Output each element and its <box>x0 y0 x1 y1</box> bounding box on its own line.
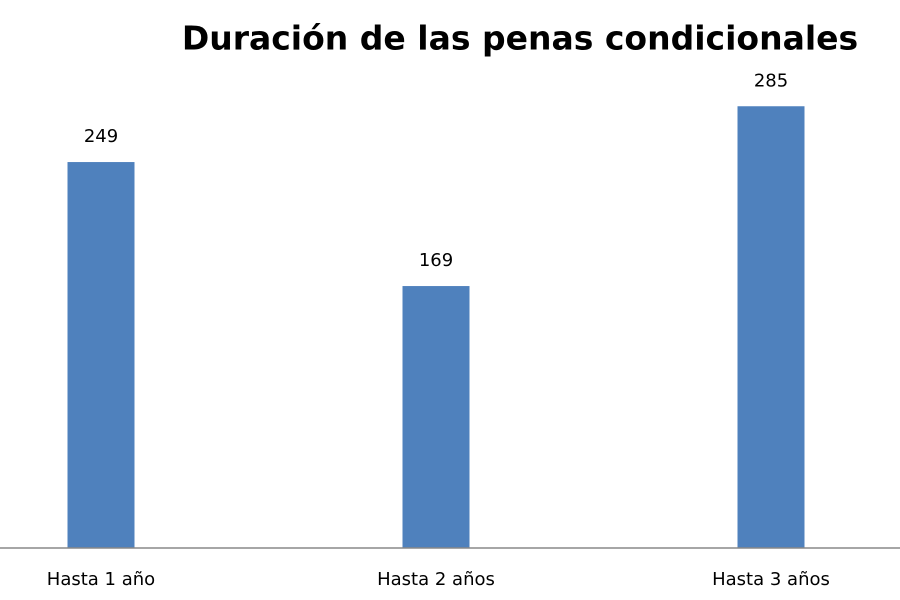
value-label: 285 <box>754 70 788 91</box>
bar <box>402 286 470 548</box>
x-tick-label: Hasta 3 años <box>712 569 830 590</box>
plot: 249 Hasta 1 año 169 Hasta 2 años 285 Hasta 3 … <box>0 70 900 590</box>
value-label: 249 <box>84 126 118 147</box>
value-label: 169 <box>419 250 453 271</box>
x-tick-label: Hasta 2 años <box>377 569 495 590</box>
bar <box>67 162 135 549</box>
chart-title: Duración de las penas condicionales <box>182 19 858 58</box>
bar <box>737 106 805 548</box>
x-tick-label: Hasta 1 año <box>47 569 155 590</box>
